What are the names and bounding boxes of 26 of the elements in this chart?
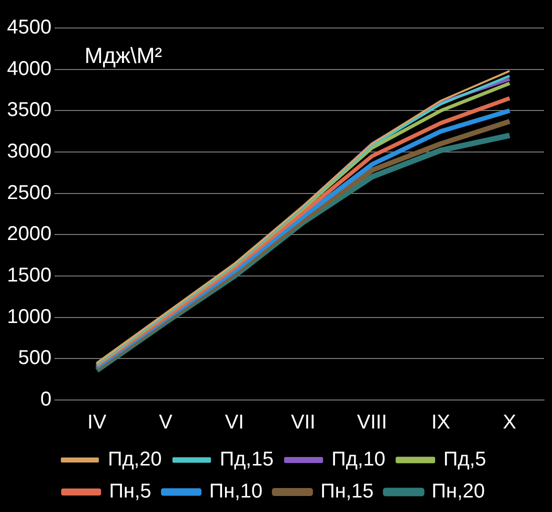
legend-label: Пд,15 (220, 448, 274, 471)
x-tick-label: VI (225, 412, 244, 434)
y-tick-label: 4500 (6, 16, 52, 39)
x-tick-label: V (159, 412, 173, 434)
legend-label: Пн,20 (432, 480, 485, 503)
y-tick-label: 500 (18, 347, 52, 370)
y-tick-label: 1500 (6, 264, 52, 287)
y-tick-label: 2500 (6, 182, 52, 204)
y-tick-label: 3000 (6, 140, 52, 163)
legend-label: Пн,15 (320, 480, 374, 503)
y-tick-label: 4000 (6, 58, 52, 80)
legend-label: Пд,10 (332, 448, 386, 471)
legend-label: Пд,5 (443, 448, 486, 471)
x-tick-label: VIII (357, 412, 388, 434)
x-tick-label: X (502, 412, 516, 434)
legend-label: Пн,5 (109, 480, 152, 503)
y-tick-label: 1000 (6, 306, 52, 328)
annotation: Мдж\М² (84, 43, 162, 68)
x-tick-label: IV (87, 412, 107, 434)
x-tick-label: IX (431, 412, 450, 434)
legend-label: Пд,20 (108, 448, 162, 471)
x-tick-label: VII (291, 412, 316, 434)
legend-label: Пн,10 (209, 480, 262, 503)
y-tick-label: 2000 (6, 223, 52, 246)
y-tick-label: 0 (40, 388, 52, 411)
y-tick-label: 3500 (6, 99, 52, 122)
